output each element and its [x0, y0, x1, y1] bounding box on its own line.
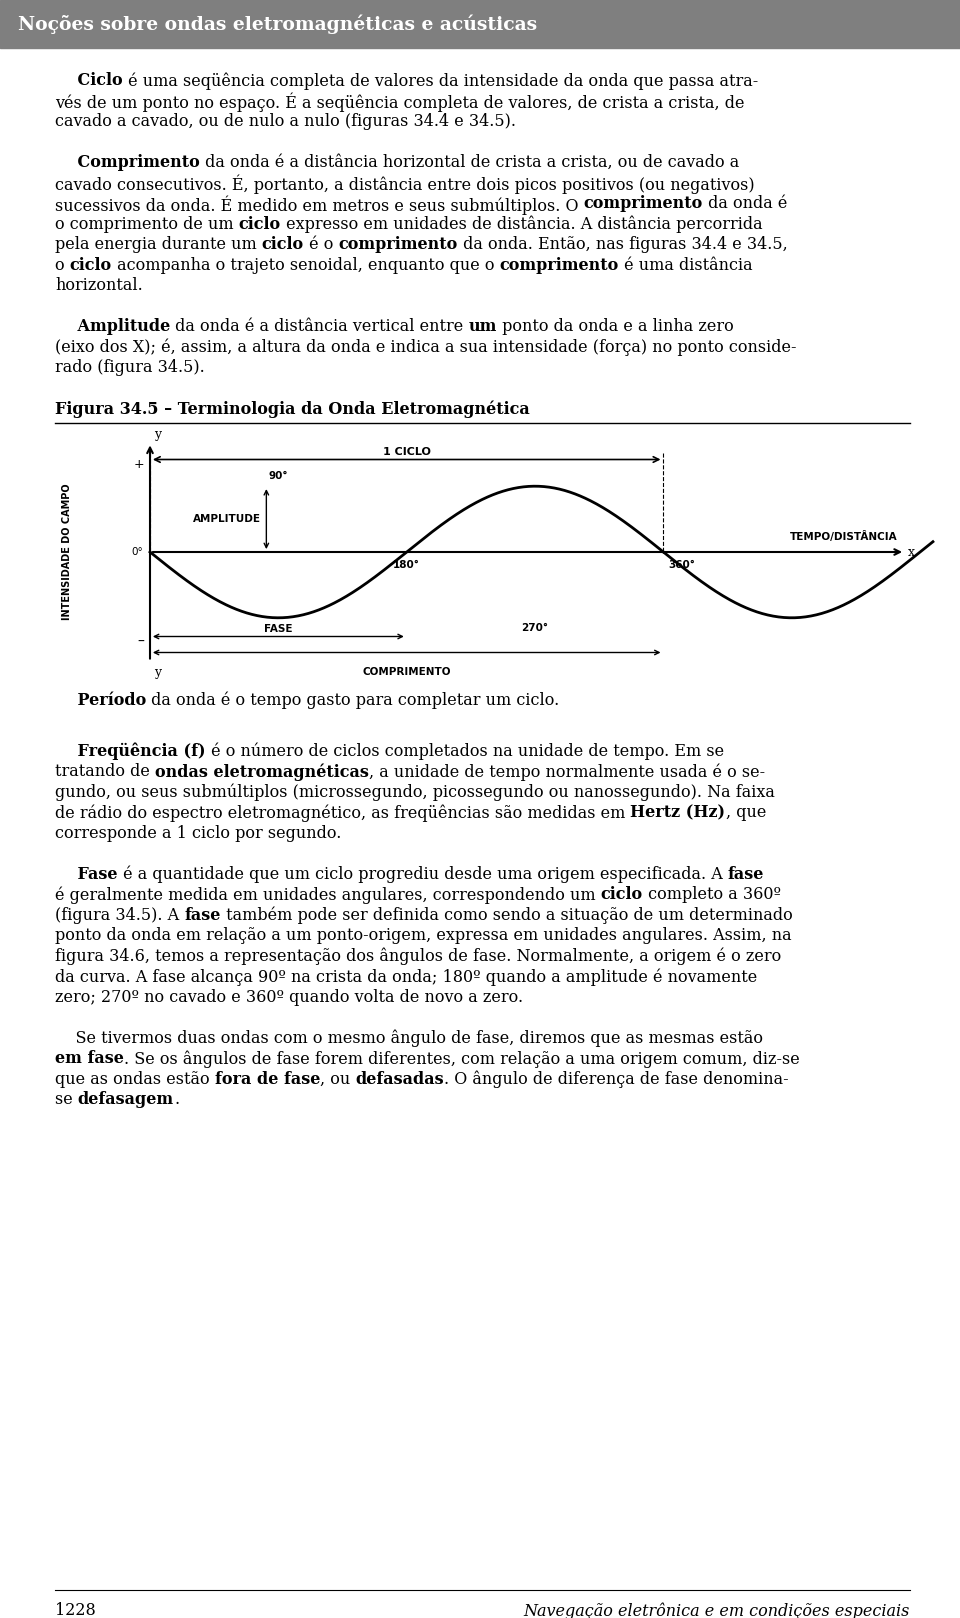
Text: 90°: 90° — [269, 471, 288, 481]
Text: (figura 34.5). A: (figura 34.5). A — [55, 906, 184, 924]
Text: AMPLITUDE: AMPLITUDE — [193, 515, 261, 524]
Text: rado (figura 34.5).: rado (figura 34.5). — [55, 359, 204, 375]
Text: defasagem: defasagem — [78, 1091, 174, 1108]
Text: gundo, ou seus submúltiplos (microssegundo, picossegundo ou nanossegundo). Na fa: gundo, ou seus submúltiplos (microssegun… — [55, 783, 775, 801]
Text: 0°: 0° — [132, 547, 143, 557]
Text: tratando de: tratando de — [55, 764, 155, 780]
Text: Freqüência (f): Freqüência (f) — [55, 743, 205, 760]
Text: o: o — [55, 257, 70, 273]
Text: Amplitude: Amplitude — [55, 319, 170, 335]
Text: comprimento: comprimento — [499, 257, 619, 273]
Text: (eixo dos X); é, assim, a altura da onda e indica a sua intensidade (força) no p: (eixo dos X); é, assim, a altura da onda… — [55, 338, 797, 356]
Text: 1228: 1228 — [55, 1602, 96, 1618]
Text: é geralmente medida em unidades angulares, correspondendo um: é geralmente medida em unidades angulare… — [55, 887, 601, 904]
Text: zero; 270º no cavado e 360º quando volta de novo a zero.: zero; 270º no cavado e 360º quando volta… — [55, 989, 523, 1006]
Text: é uma seqüência completa de valores da intensidade da onda que passa atra-: é uma seqüência completa de valores da i… — [123, 71, 757, 89]
Text: Período: Período — [55, 691, 146, 709]
Text: ciclo: ciclo — [601, 887, 643, 903]
Text: da onda é o tempo gasto para completar um ciclo.: da onda é o tempo gasto para completar u… — [146, 691, 560, 709]
Text: expresso em unidades de distância. A distância percorrida: expresso em unidades de distância. A dis… — [281, 215, 762, 233]
Text: Se tivermos duas ondas com o mesmo ângulo de fase, diremos que as mesmas estão: Se tivermos duas ondas com o mesmo ângul… — [55, 1029, 763, 1047]
Text: corresponde a 1 ciclo por segundo.: corresponde a 1 ciclo por segundo. — [55, 825, 342, 841]
Text: COMPRIMENTO: COMPRIMENTO — [363, 667, 451, 676]
Text: Noções sobre ondas eletromagnéticas e acústicas: Noções sobre ondas eletromagnéticas e ac… — [18, 15, 538, 34]
Text: se: se — [55, 1091, 78, 1108]
Text: o comprimento de um: o comprimento de um — [55, 215, 239, 233]
Text: que as ondas estão: que as ondas estão — [55, 1071, 215, 1087]
Text: +: + — [133, 458, 144, 471]
Text: 180°: 180° — [394, 560, 420, 570]
Text: pela energia durante um: pela energia durante um — [55, 236, 262, 252]
Text: fora de fase: fora de fase — [215, 1071, 320, 1087]
Text: cavado a cavado, ou de nulo a nulo (figuras 34.4 e 34.5).: cavado a cavado, ou de nulo a nulo (figu… — [55, 113, 516, 129]
Text: ciclo: ciclo — [70, 257, 112, 273]
Text: é a quantidade que um ciclo progrediu desde uma origem especificada. A: é a quantidade que um ciclo progrediu de… — [117, 866, 728, 883]
Text: , ou: , ou — [320, 1071, 355, 1087]
Text: acompanha o trajeto senoidal, enquanto que o: acompanha o trajeto senoidal, enquanto q… — [112, 257, 499, 273]
Text: sucessivos da onda. É medido em metros e seus submúltiplos. O: sucessivos da onda. É medido em metros e… — [55, 196, 584, 215]
Text: ciclo: ciclo — [239, 215, 281, 233]
Text: Figura 34.5 – Terminologia da Onda Eletromagnética: Figura 34.5 – Terminologia da Onda Eletr… — [55, 400, 530, 417]
Text: vés de um ponto no espaço. É a seqüência completa de valores, de crista a crista: vés de um ponto no espaço. É a seqüência… — [55, 92, 745, 112]
Text: 360°: 360° — [668, 560, 695, 570]
Text: é o: é o — [304, 236, 339, 252]
Text: da curva. A fase alcança 90º na crista da onda; 180º quando a amplitude é novame: da curva. A fase alcança 90º na crista d… — [55, 968, 757, 985]
Text: cavado consecutivos. É, portanto, a distância entre dois picos positivos (ou neg: cavado consecutivos. É, portanto, a dist… — [55, 175, 755, 194]
Text: em fase: em fase — [55, 1050, 124, 1068]
Text: fase: fase — [728, 866, 764, 883]
Text: de rádio do espectro eletromagnético, as freqüências são medidas em: de rádio do espectro eletromagnético, as… — [55, 804, 631, 822]
Text: da onda é: da onda é — [703, 196, 787, 212]
Text: . O ângulo de diferença de fase denomina-: . O ângulo de diferença de fase denomina… — [444, 1071, 789, 1089]
Text: ciclo: ciclo — [262, 236, 304, 252]
Text: da onda é a distância vertical entre: da onda é a distância vertical entre — [170, 319, 468, 335]
Text: comprimento: comprimento — [339, 236, 458, 252]
Text: horizontal.: horizontal. — [55, 277, 143, 294]
Text: comprimento: comprimento — [584, 196, 703, 212]
Text: fase: fase — [184, 906, 221, 924]
Text: completo a 360º: completo a 360º — [643, 887, 780, 903]
Text: Hertz (Hz): Hertz (Hz) — [631, 804, 726, 822]
Text: um: um — [468, 319, 497, 335]
Text: INTENSIDADE DO CAMPO: INTENSIDADE DO CAMPO — [62, 484, 72, 620]
Text: Ciclo: Ciclo — [55, 71, 123, 89]
Text: y: y — [154, 665, 161, 678]
Text: é o número de ciclos completados na unidade de tempo. Em se: é o número de ciclos completados na unid… — [205, 743, 724, 760]
Text: também pode ser definida como sendo a situação de um determinado: também pode ser definida como sendo a si… — [221, 906, 792, 924]
Text: 1 CICLO: 1 CICLO — [383, 447, 431, 456]
Text: 270°: 270° — [521, 623, 548, 633]
Text: é uma distância: é uma distância — [619, 257, 753, 273]
Text: y: y — [154, 427, 161, 440]
Text: ponto da onda em relação a um ponto-origem, expressa em unidades angulares. Assi: ponto da onda em relação a um ponto-orig… — [55, 927, 792, 945]
Text: figura 34.6, temos a representação dos ângulos de fase. Normalmente, a origem é : figura 34.6, temos a representação dos â… — [55, 948, 781, 966]
Text: ponto da onda e a linha zero: ponto da onda e a linha zero — [497, 319, 733, 335]
Text: defasadas: defasadas — [355, 1071, 444, 1087]
Text: Fase: Fase — [55, 866, 117, 883]
Text: da onda é a distância horizontal de crista a crista, ou de cavado a: da onda é a distância horizontal de cris… — [200, 154, 739, 172]
Text: da onda. Então, nas figuras 34.4 e 34.5,: da onda. Então, nas figuras 34.4 e 34.5, — [458, 236, 787, 252]
Text: ondas eletromagnéticas: ondas eletromagnéticas — [155, 764, 369, 781]
Text: –: – — [137, 634, 144, 649]
Text: , que: , que — [726, 804, 766, 822]
Text: . Se os ângulos de fase forem diferentes, com relação a uma origem comum, diz-se: . Se os ângulos de fase forem diferentes… — [124, 1050, 800, 1068]
Bar — [0, 0, 960, 49]
Text: Comprimento: Comprimento — [55, 154, 200, 172]
Text: .: . — [174, 1091, 180, 1108]
Text: Navegação eletrônica e em condições especiais: Navegação eletrônica e em condições espe… — [523, 1602, 910, 1618]
Text: TEMPO/DISTÂNCIA: TEMPO/DISTÂNCIA — [789, 531, 897, 542]
Text: , a unidade de tempo normalmente usada é o se-: , a unidade de tempo normalmente usada é… — [369, 764, 765, 781]
Text: FASE: FASE — [264, 623, 293, 634]
Text: x: x — [908, 545, 915, 558]
